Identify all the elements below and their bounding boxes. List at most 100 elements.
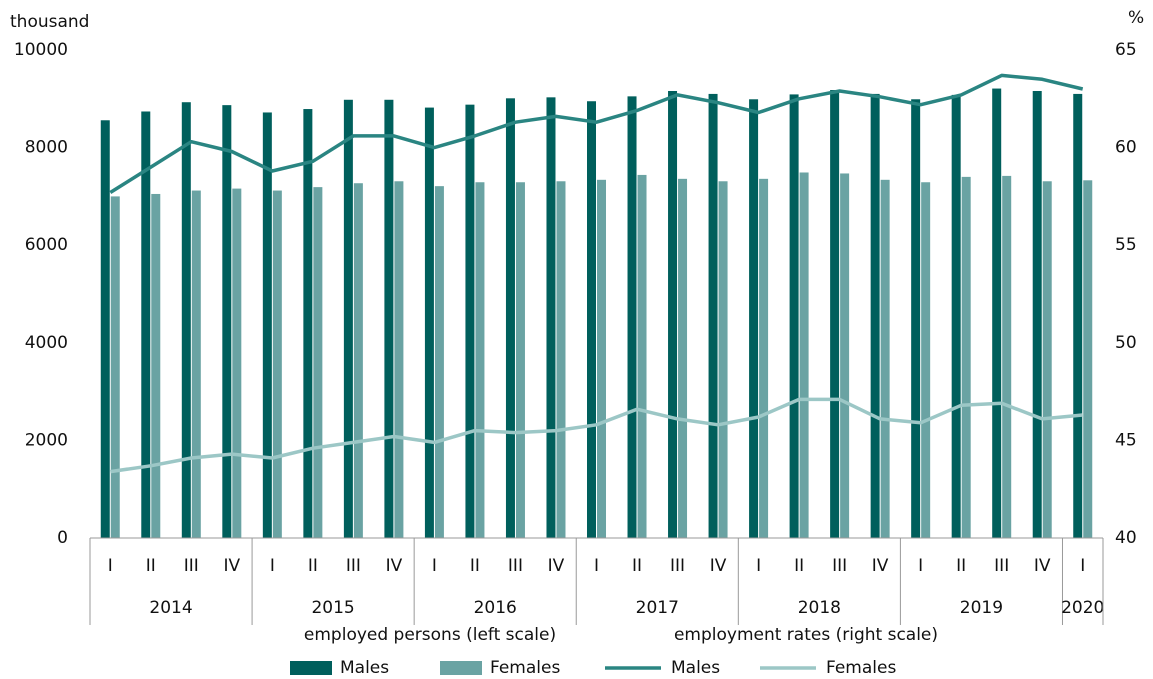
x-tick-label: IV [548,556,565,576]
x-tick-label: II [632,556,642,576]
bar [678,178,688,538]
y-tick-label: 8000 [25,138,68,158]
line [109,73,1084,194]
bar [232,188,242,539]
y2-tick-label: 55 [1115,235,1137,255]
bar [759,178,769,538]
year-label: 2016 [474,598,517,618]
x-tick-label: III [184,556,199,576]
x-tick-label: II [956,556,966,576]
bar [1083,180,1093,538]
bar [880,179,890,539]
bar [627,96,637,539]
year-label: 2015 [311,598,354,618]
bar [992,88,1002,538]
x-tick-label: IV [1034,556,1051,576]
x-tick-label: II [794,556,804,576]
bar [911,99,921,539]
bar [303,109,313,538]
legend-label: Females [490,658,560,678]
year-label: 2019 [960,598,1003,618]
x-tick-label: I [432,556,437,576]
bar [1032,90,1042,538]
bar [556,181,566,538]
x-tick-label: I [108,556,113,576]
legend-group-label: employed persons (left scale) [304,625,556,645]
x-tick-label: I [918,556,923,576]
y2-tick-label: 65 [1115,40,1137,60]
legend-label: Females [826,658,896,678]
year-label: 2018 [798,598,841,618]
x-tick-label: I [756,556,761,576]
bar [961,176,971,538]
y-tick-label: 2000 [25,430,68,450]
bar [1002,175,1012,539]
x-tick-label: I [270,556,275,576]
x-tick-label: III [994,556,1009,576]
bar [718,181,728,538]
bar [353,183,363,538]
bar [424,107,434,539]
x-tick-label: III [832,556,847,576]
bar [262,112,272,539]
x-tick-label: III [670,556,685,576]
x-tick-label: II [146,556,156,576]
bar [191,190,201,538]
bar [343,99,353,538]
bar [505,98,515,538]
bar [546,97,556,538]
bar [515,182,525,539]
bar [799,172,809,538]
bar [475,182,485,539]
legend-swatch [290,661,332,675]
y2-tick-label: 60 [1115,138,1137,158]
bar [1073,93,1083,539]
legend-group-label: employment rates (right scale) [674,625,938,645]
x-tick-label: IV [872,556,889,576]
y2-tick-label: 50 [1115,333,1137,353]
y2-tick-label: 45 [1115,430,1137,450]
bar [637,174,647,539]
x-tick-label: III [508,556,523,576]
x-tick-label: II [470,556,480,576]
bar [394,181,404,538]
x-tick-label: II [308,556,318,576]
legend-swatch [440,661,482,675]
bar [597,179,606,539]
y-tick-label: 0 [57,528,68,548]
bar [789,94,799,539]
y-axis-label: thousand [10,12,89,32]
bar [749,99,759,539]
x-tick-label: III [346,556,361,576]
bar [668,90,678,538]
bar [141,111,151,538]
x-tick-label: IV [710,556,727,576]
bar [587,101,596,539]
line [110,397,1083,474]
bar [110,196,120,538]
legend-label: Males [340,658,389,678]
bar [222,105,232,539]
bar [708,93,718,539]
bar [313,187,323,539]
bar [921,182,931,539]
bar [870,93,880,539]
x-tick-label: I [1080,556,1085,576]
bar [465,104,475,538]
bar [384,99,394,538]
y-tick-label: 4000 [25,333,68,353]
x-tick-label: IV [386,556,403,576]
bar [272,190,282,538]
y2-tick-label: 40 [1115,528,1137,548]
bar [1042,181,1052,538]
bar [151,193,161,538]
x-tick-label: IV [223,556,240,576]
y-tick-label: 6000 [25,235,68,255]
year-label: 2020 [1061,598,1104,618]
bar [181,102,191,538]
y2-axis-label: % [1128,8,1144,28]
bar [100,120,110,538]
bar [840,173,850,539]
x-tick-label: I [594,556,599,576]
